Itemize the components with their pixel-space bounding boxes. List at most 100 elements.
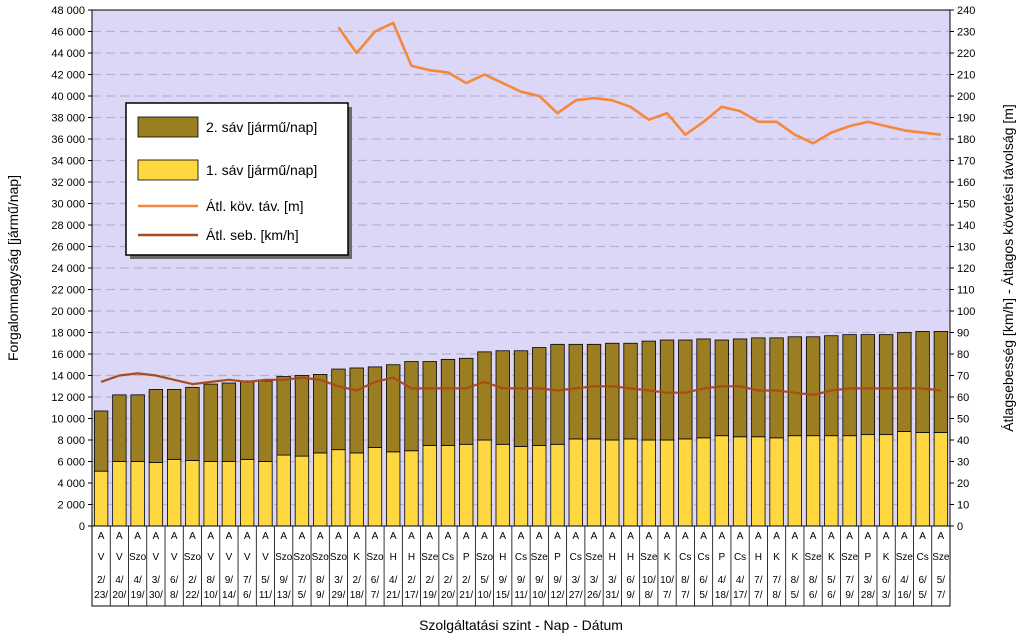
- bar-lane2: [240, 380, 255, 460]
- right-tick-label: 30: [957, 457, 969, 469]
- bar-lane2: [550, 343, 565, 445]
- category-level: A: [299, 531, 306, 542]
- category-date-part2: 17/: [405, 590, 419, 601]
- category-date-part2: 18/: [350, 590, 364, 601]
- category-date-part2: 6/: [809, 590, 818, 601]
- bar-lane2: [221, 382, 237, 462]
- category-date-part2: 8/: [170, 590, 179, 601]
- category-day: Szo: [275, 552, 293, 563]
- category-level: A: [773, 531, 780, 542]
- bar-lane1: [824, 435, 839, 527]
- category-level: A: [737, 531, 744, 542]
- bar-lane1: [878, 434, 894, 527]
- category-date-part2: 27/: [569, 590, 583, 601]
- left-tick-label: 46 000: [51, 27, 85, 39]
- bar-lane1: [641, 439, 656, 527]
- bar-lane1: [185, 460, 200, 527]
- category-date-part1: 4/: [115, 575, 124, 586]
- bar-lane1: [112, 461, 127, 527]
- bar-lane2: [568, 343, 583, 440]
- category-day: Cs: [515, 552, 527, 563]
- category-day: V: [153, 552, 160, 563]
- category-date-part1: 4/: [718, 575, 727, 586]
- right-tick-label: 220: [957, 48, 975, 60]
- bar-lane1: [550, 443, 565, 527]
- bar-lane1: [386, 451, 401, 527]
- category-level: A: [846, 531, 853, 542]
- category-day: V: [98, 552, 105, 563]
- bar-series: [93, 331, 949, 527]
- bar-lane2: [842, 334, 857, 437]
- category-level: A: [335, 531, 342, 542]
- category-level: A: [171, 531, 178, 542]
- category-level: A: [755, 531, 762, 542]
- bar-lane2: [605, 342, 620, 441]
- bar-lane2: [805, 336, 821, 437]
- right-tick-label: 70: [957, 371, 969, 383]
- category-level: A: [390, 531, 397, 542]
- left-tick-label: 36 000: [51, 134, 85, 146]
- left-tick-label: 44 000: [51, 48, 85, 60]
- category-date-part2: 8/: [645, 590, 654, 601]
- legend-label: Átl. köv. táv. [m]: [206, 198, 304, 214]
- bar-lane1: [568, 438, 583, 527]
- category-date-part1: 7/: [298, 575, 307, 586]
- category-date-part1: 6/: [626, 575, 635, 586]
- category-date-part1: 7/: [243, 575, 252, 586]
- category-date-part2: 10/: [532, 590, 546, 601]
- category-level: A: [481, 531, 488, 542]
- category-date-part1: 4/: [133, 575, 142, 586]
- bar-lane2: [294, 375, 310, 457]
- category-date-part1: 2/: [353, 575, 362, 586]
- category-date-part1: 5/: [827, 575, 836, 586]
- bar-lane2: [659, 339, 675, 441]
- category-date-part2: 10/: [478, 590, 492, 601]
- bar-lane2: [367, 366, 383, 448]
- category-level: A: [919, 531, 926, 542]
- right-axis: 0 10 20 30 40 50 60 70 80 90 100 110 120 130 140 150 160…: [950, 5, 975, 533]
- category-date-part1: 5/: [261, 575, 270, 586]
- category-table-frame: [91, 525, 951, 607]
- left-tick-label: 26 000: [51, 242, 85, 254]
- category-date-part1: 4/: [389, 575, 398, 586]
- bar-lane2: [422, 361, 437, 446]
- category-date-part1: 10/: [642, 575, 656, 586]
- bar-lane2: [897, 332, 912, 432]
- bar-lane1: [532, 444, 547, 527]
- bar-lane1: [240, 458, 255, 527]
- bar-lane2: [130, 394, 145, 462]
- category-date-part2: 9/: [626, 590, 635, 601]
- category-level: A: [865, 531, 872, 542]
- category-day: Szo: [476, 552, 494, 563]
- category-level: A: [554, 531, 561, 542]
- legend-swatch: [137, 159, 199, 181]
- category-level: A: [810, 531, 817, 542]
- category-day: Sze: [932, 552, 950, 563]
- left-tick-label: 34 000: [51, 156, 85, 168]
- category-date-part1: 8/: [206, 575, 215, 586]
- category-day: Szo: [293, 552, 311, 563]
- category-level: A: [591, 531, 598, 542]
- category-level: A: [700, 531, 707, 542]
- category-date-part1: 9/: [499, 575, 508, 586]
- category-day: P: [718, 552, 725, 563]
- bar-lane2: [331, 368, 346, 451]
- bar-lane1: [915, 432, 930, 527]
- category-date-part2: 7/: [681, 590, 690, 601]
- left-tick-label: 28 000: [51, 220, 85, 232]
- category-day: K: [664, 552, 671, 563]
- category-date-part2: 7/: [663, 590, 672, 601]
- category-level: A: [226, 531, 233, 542]
- category-date-part1: 3/: [864, 575, 873, 586]
- category-level: A: [153, 531, 160, 542]
- category-date-part1: 9/: [553, 575, 562, 586]
- category-date-part1: 6/: [882, 575, 891, 586]
- category-date-part1: 7/: [772, 575, 781, 586]
- category-date-part1: 8/: [791, 575, 800, 586]
- left-tick-label: 32 000: [51, 177, 85, 189]
- left-tick-label: 12 000: [51, 392, 85, 404]
- line-avg-speed: [100, 372, 942, 396]
- category-date-part2: 31/: [605, 590, 619, 601]
- category-level: A: [645, 531, 652, 542]
- category-level: A: [317, 531, 324, 542]
